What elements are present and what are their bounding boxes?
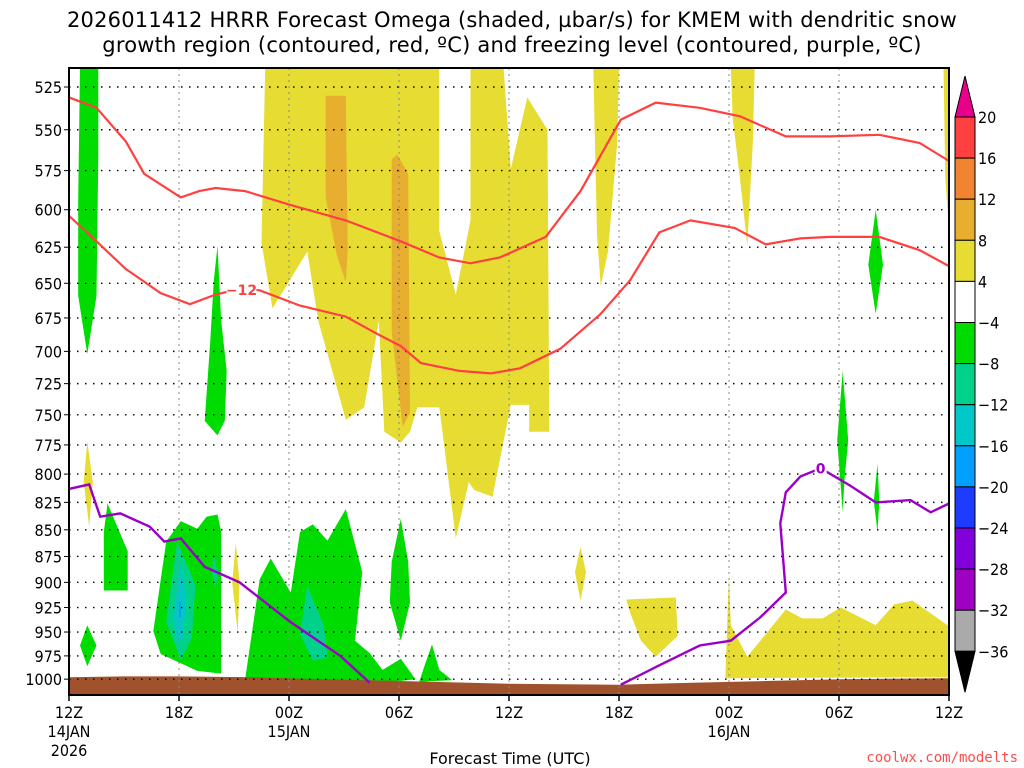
- colorbar-label: 12: [978, 190, 996, 209]
- x-tick-year: 2026: [51, 741, 88, 760]
- x-tick-label: 12Z: [935, 703, 963, 722]
- y-tick-label: 525: [35, 78, 62, 97]
- omega-region-yellow: [943, 68, 949, 230]
- freezing-level-label: 0: [816, 461, 826, 477]
- freezing-level-line: [69, 482, 371, 684]
- plot-area: −12 0: [69, 68, 949, 695]
- omega-region-green: [103, 503, 128, 591]
- y-tick-label: 950: [35, 623, 62, 642]
- colorbar-label: −16: [978, 437, 1008, 456]
- y-tick-label: 925: [35, 599, 62, 618]
- chart-title: 2026011412 HRRR Forecast Omega (shaded, …: [0, 8, 1024, 58]
- colorbar-bin: [954, 568, 976, 611]
- colorbar-label: −32: [978, 601, 1008, 620]
- y-tick-label: 550: [35, 121, 62, 140]
- y-tick-label: 725: [35, 375, 62, 394]
- y-tick-label: 625: [35, 238, 62, 257]
- omega-region-blue: [179, 601, 181, 618]
- omega-region-green: [80, 625, 97, 667]
- x-tick-label: 06Z: [825, 703, 853, 722]
- omega-region-yellow: [232, 542, 240, 633]
- omega-region-yellow: [575, 546, 586, 601]
- omega-region-green: [78, 68, 99, 354]
- colorbar-bin: [954, 322, 976, 365]
- x-tick-date: 16JAN: [708, 722, 751, 741]
- chart-title-line-1: 2026011412 HRRR Forecast Omega (shaded, …: [66, 8, 957, 32]
- y-tick-label: 850: [35, 521, 62, 540]
- y-tick-label: 700: [35, 342, 62, 361]
- omega-region-green: [389, 518, 410, 641]
- omega-region-yellow: [626, 597, 678, 657]
- colorbar-bin: [954, 527, 976, 570]
- colorbar-label: −4: [978, 314, 999, 333]
- omega-region-green: [245, 509, 416, 685]
- x-tick-label: 12Z: [495, 703, 523, 722]
- colorbar-bin: [954, 445, 976, 488]
- y-tick-label: 900: [35, 573, 62, 592]
- omega-region-green: [204, 245, 227, 436]
- dgz-isotherm-line: [69, 96, 949, 265]
- y-tick-label: 750: [35, 406, 62, 425]
- dgz-isotherm-line: [69, 214, 949, 375]
- omega-region-yellow: [730, 68, 755, 246]
- x-tick-date: 15JAN: [268, 722, 311, 741]
- colorbar-bin: [954, 198, 976, 241]
- colorbar-label: −12: [978, 396, 1008, 415]
- omega-region-yellow: [725, 573, 949, 679]
- colorbar-label: 4: [978, 272, 987, 291]
- y-tick-label: 800: [35, 465, 62, 484]
- colorbar-bin: [954, 157, 976, 200]
- credit-text: coolwx.com/modelts: [866, 750, 1018, 766]
- y-tick-label: 775: [35, 436, 62, 455]
- colorbar-bin: [954, 486, 976, 529]
- x-tick-date: 14JAN: [48, 722, 91, 741]
- colorbar-bin: [954, 404, 976, 447]
- x-tick-label: 06Z: [385, 703, 413, 722]
- omega-region-orange: [391, 154, 410, 427]
- y-tick-label: 975: [35, 647, 62, 666]
- omega-region-green: [419, 644, 453, 682]
- y-tick-label: 575: [35, 162, 62, 181]
- colorbar-label: −8: [978, 355, 999, 374]
- colorbar-label: 20: [978, 108, 996, 127]
- x-tick-label: 12Z: [55, 703, 83, 722]
- colorbar-bin: [954, 280, 976, 323]
- x-tick-label: 18Z: [605, 703, 633, 722]
- isotherm-label: −12: [226, 283, 257, 299]
- colorbar-label: 8: [978, 231, 987, 250]
- x-axis-title: Forecast Time (UTC): [429, 749, 590, 768]
- colorbar-over-triangle: [954, 75, 976, 118]
- x-tick-label: 00Z: [715, 703, 743, 722]
- y-tick-label: 600: [35, 201, 62, 220]
- x-tick-label: 18Z: [165, 703, 193, 722]
- omega-region-green: [868, 209, 883, 314]
- colorbar-label: −24: [978, 519, 1008, 538]
- colorbar-bin: [954, 239, 976, 282]
- colorbar-under-triangle: [954, 650, 976, 693]
- y-tick-label: 825: [35, 493, 62, 512]
- colorbar-bin: [954, 609, 976, 652]
- colorbar-label: −36: [978, 642, 1008, 661]
- y-tick-label: 650: [35, 274, 62, 293]
- freezing-label-background: [814, 459, 827, 476]
- colorbar-label: −20: [978, 478, 1008, 497]
- omega-region-orange: [325, 95, 348, 282]
- colorbar-bin: [954, 116, 976, 159]
- x-tick-label: 00Z: [275, 703, 303, 722]
- colorbar-label: −28: [978, 560, 1008, 579]
- omega-region-green: [837, 370, 849, 513]
- colorbar-label: 16: [978, 149, 996, 168]
- colorbar-bin: [954, 363, 976, 406]
- omega-region-green: [873, 463, 880, 532]
- y-tick-label: 875: [35, 547, 62, 566]
- y-tick-label: 675: [35, 309, 62, 328]
- omega-region-yellow: [593, 68, 619, 287]
- y-tick-label: 1000: [25, 670, 62, 689]
- isotherm-label-background: [226, 280, 257, 297]
- freezing-level-line: [620, 466, 949, 686]
- chart-title-line-2: growth region (contoured, red, ºC) and f…: [102, 33, 922, 57]
